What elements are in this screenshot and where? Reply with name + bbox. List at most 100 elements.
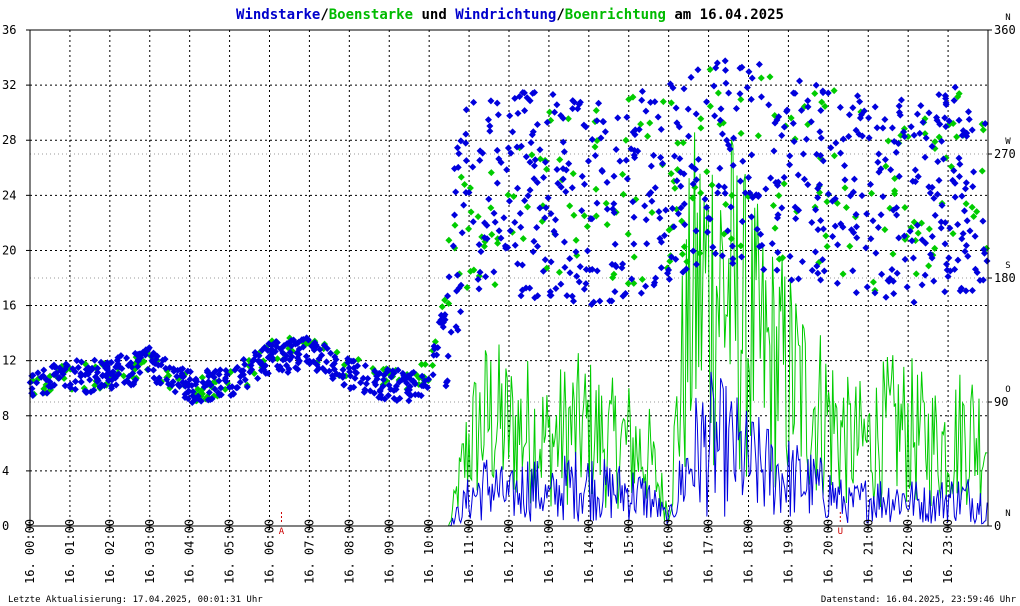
direction-point-windrichtung [560, 238, 568, 246]
direction-point-windrichtung [557, 111, 565, 119]
x-tick-label: 16. 14:00 [582, 519, 596, 584]
direction-point-windrichtung [722, 79, 730, 87]
direction-point-boenrichtung [487, 169, 495, 177]
direction-point-windrichtung [812, 81, 820, 89]
direction-point-windrichtung [839, 135, 847, 143]
direction-point-boenrichtung [480, 242, 488, 250]
direction-point-windrichtung [491, 218, 499, 226]
direction-point-windrichtung [901, 255, 909, 263]
direction-point-windrichtung [931, 211, 939, 219]
direction-point-windrichtung [834, 241, 842, 249]
direction-point-windrichtung [182, 379, 190, 387]
direction-point-windrichtung [935, 176, 943, 184]
direction-point-windrichtung [261, 343, 269, 351]
direction-point-windrichtung [692, 227, 700, 235]
direction-point-windrichtung [795, 206, 803, 214]
direction-point-windrichtung [125, 372, 133, 380]
direction-point-boenrichtung [714, 89, 722, 97]
direction-point-windrichtung [476, 147, 484, 155]
direction-point-windrichtung [339, 366, 347, 374]
direction-point-windrichtung [909, 177, 917, 185]
direction-point-windrichtung [313, 361, 321, 369]
direction-point-windrichtung [217, 384, 225, 392]
direction-point-windrichtung [103, 371, 111, 379]
direction-point-windrichtung [681, 221, 689, 229]
direction-point-windrichtung [741, 189, 749, 197]
direction-point-windrichtung [817, 216, 825, 224]
direction-point-windrichtung [155, 374, 163, 382]
direction-point-windrichtung [933, 190, 941, 198]
direction-point-boenrichtung [592, 185, 600, 193]
direction-point-windrichtung [411, 391, 419, 399]
direction-point-boenrichtung [708, 181, 716, 189]
direction-point-windrichtung [925, 183, 933, 191]
direction-point-windrichtung [506, 227, 514, 235]
direction-point-boenrichtung [703, 168, 711, 176]
direction-point-windrichtung [568, 292, 576, 300]
direction-point-windrichtung [799, 150, 807, 158]
direction-point-windrichtung [287, 338, 295, 346]
direction-point-windrichtung [839, 223, 847, 231]
direction-point-windrichtung [514, 109, 522, 117]
direction-point-boenrichtung [737, 129, 745, 137]
direction-point-windrichtung [709, 243, 717, 251]
direction-point-windrichtung [954, 220, 962, 228]
direction-point-windrichtung [330, 365, 338, 373]
direction-point-windrichtung [517, 223, 525, 231]
direction-point-windrichtung [493, 179, 501, 187]
direction-point-windrichtung [130, 379, 138, 387]
direction-point-windrichtung [665, 275, 673, 283]
direction-point-boenrichtung [925, 225, 933, 233]
direction-point-boenrichtung [882, 162, 890, 170]
direction-point-boenrichtung [757, 74, 765, 82]
direction-point-windrichtung [493, 99, 501, 107]
direction-point-windrichtung [469, 218, 477, 226]
direction-point-windrichtung [603, 178, 611, 186]
direction-point-windrichtung [728, 242, 736, 250]
direction-point-windrichtung [841, 176, 849, 184]
x-tick-label: 16. 12:00 [502, 519, 516, 584]
direction-point-windrichtung [578, 207, 586, 215]
direction-point-windrichtung [900, 128, 908, 136]
direction-point-windrichtung [216, 366, 224, 374]
compass-label: N [1005, 13, 1010, 23]
direction-point-windrichtung [588, 300, 596, 308]
direction-point-windrichtung [71, 368, 79, 376]
direction-point-windrichtung [951, 179, 959, 187]
direction-point-windrichtung [901, 133, 909, 141]
direction-point-windrichtung [568, 184, 576, 192]
direction-point-windrichtung [409, 377, 417, 385]
direction-point-windrichtung [797, 106, 805, 114]
direction-point-windrichtung [493, 146, 501, 154]
direction-point-windrichtung [802, 135, 810, 143]
direction-point-windrichtung [152, 356, 160, 364]
direction-point-windrichtung [850, 175, 858, 183]
direction-point-windrichtung [575, 278, 583, 286]
direction-point-windrichtung [179, 365, 187, 373]
direction-point-boenrichtung [697, 115, 705, 123]
direction-point-windrichtung [267, 347, 275, 355]
direction-point-windrichtung [513, 143, 521, 151]
direction-point-windrichtung [521, 107, 529, 115]
direction-point-windrichtung [33, 379, 41, 387]
direction-point-windrichtung [775, 113, 783, 121]
direction-point-windrichtung [134, 352, 142, 360]
direction-point-boenrichtung [445, 236, 453, 244]
direction-point-windrichtung [530, 89, 538, 97]
direction-point-windrichtung [336, 371, 344, 379]
direction-point-windrichtung [215, 377, 223, 385]
direction-point-boenrichtung [968, 203, 976, 211]
direction-point-boenrichtung [978, 167, 986, 175]
direction-point-windrichtung [237, 373, 245, 381]
direction-point-windrichtung [284, 368, 292, 376]
direction-point-windrichtung [614, 114, 622, 122]
direction-point-boenrichtung [504, 191, 512, 199]
direction-point-windrichtung [703, 203, 711, 211]
direction-point-windrichtung [576, 98, 584, 106]
direction-point-windrichtung [958, 192, 966, 200]
direction-point-windrichtung [255, 352, 263, 360]
direction-point-windrichtung [551, 108, 559, 116]
direction-point-boenrichtung [962, 200, 970, 208]
direction-point-boenrichtung [830, 87, 838, 95]
direction-point-windrichtung [965, 115, 973, 123]
